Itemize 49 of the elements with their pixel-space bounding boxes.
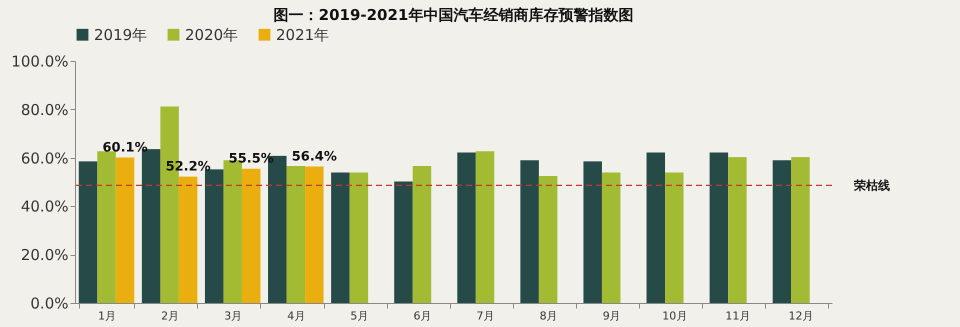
x-tick-label: 5月 <box>350 310 368 322</box>
x-tick-label: 1月 <box>98 310 116 322</box>
bar <box>772 160 792 303</box>
legend-label: 2020年 <box>185 26 238 44</box>
legend-label: 2021年 <box>276 26 330 44</box>
bar <box>350 172 368 303</box>
ref-line-label: 荣枯线 <box>853 178 890 192</box>
x-tick-label: 4月 <box>287 310 306 322</box>
bar <box>791 157 810 303</box>
y-tick-label: 20.0% <box>20 246 68 264</box>
bar <box>78 161 98 303</box>
bar <box>305 166 324 303</box>
y-tick-label: 80.0% <box>20 100 68 119</box>
bar <box>204 169 224 303</box>
bar <box>665 172 684 303</box>
x-tick-label: 2月 <box>161 310 180 322</box>
bar <box>178 176 198 303</box>
x-tick-label: 8月 <box>540 310 558 322</box>
bar <box>583 161 602 303</box>
bar <box>242 168 260 303</box>
x-tick-label: 11月 <box>725 310 750 322</box>
bar <box>710 152 728 303</box>
bar <box>394 182 413 303</box>
bar <box>97 151 116 303</box>
x-tick-label: 9月 <box>602 310 621 322</box>
x-tick-label: 3月 <box>224 310 242 322</box>
data-label: 60.1% <box>102 140 148 156</box>
bar <box>602 172 620 303</box>
x-tick-label: 10月 <box>662 310 688 322</box>
bar <box>286 166 306 303</box>
bar <box>476 151 494 303</box>
bar <box>646 152 666 303</box>
x-tick-label: 12月 <box>788 310 814 322</box>
chart-title: 图一：2019-2021年中国汽车经销商库存预警指数图 <box>274 6 634 24</box>
bar <box>538 176 558 303</box>
y-tick-label: 100.0% <box>11 52 68 70</box>
bar <box>457 152 476 303</box>
bar <box>728 157 747 303</box>
x-tick-label: 6月 <box>413 310 432 322</box>
bar <box>412 166 432 303</box>
bar <box>331 172 350 303</box>
legend-label: 2019年 <box>94 26 148 44</box>
data-label: 56.4% <box>292 150 337 165</box>
y-tick-label: 0.0% <box>30 294 68 312</box>
y-tick-label: 60.0% <box>20 149 68 168</box>
x-tick-label: 7月 <box>476 310 495 322</box>
bar <box>520 160 539 303</box>
y-tick-label: 40.0% <box>20 198 68 216</box>
bar <box>116 158 134 303</box>
